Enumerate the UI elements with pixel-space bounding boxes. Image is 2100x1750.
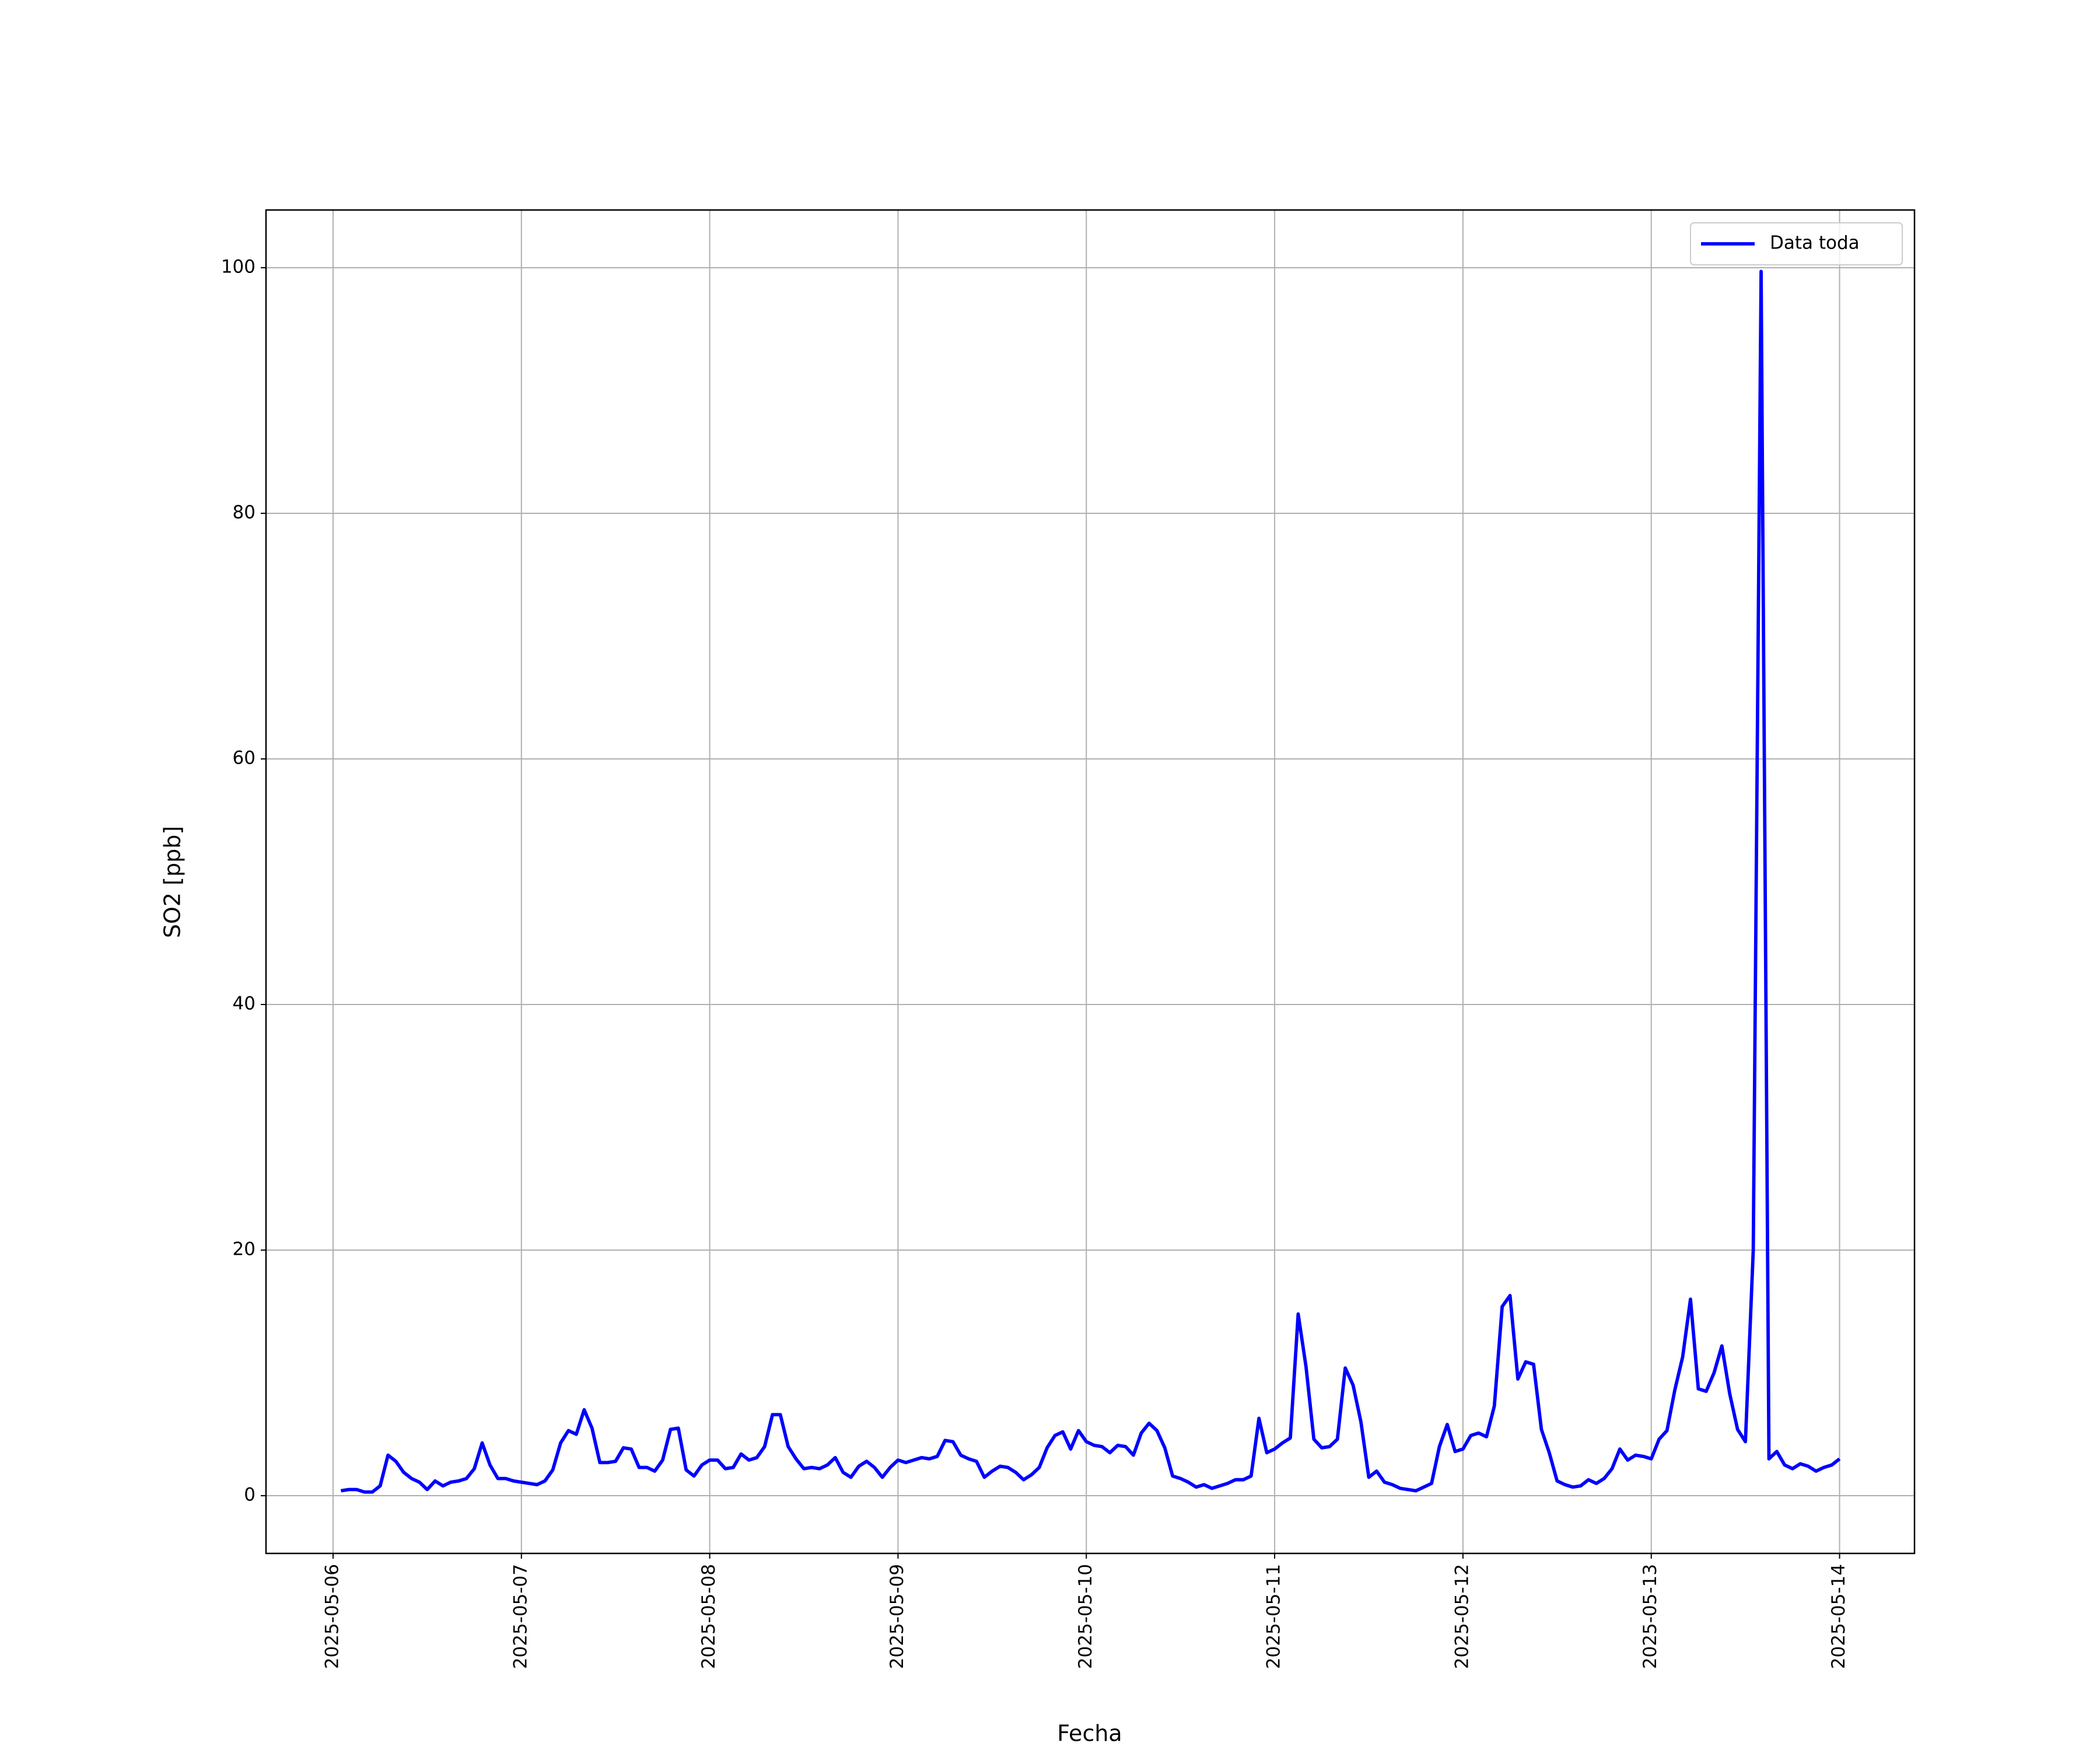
y-axis-label: SO2 [ppb]	[160, 826, 186, 938]
legend: Data toda	[1690, 222, 1903, 265]
x-tick-label: 2025-05-08	[698, 1564, 719, 1669]
axes-frame	[265, 209, 1916, 1555]
axes: 0 20 40 60 80 100 2025-05-06 2025-05-07 2025-05-…	[221, 256, 1849, 1669]
x-tick-label: 2025-05-09	[887, 1564, 908, 1669]
x-tick-label: 2025-05-10	[1075, 1564, 1096, 1669]
x-tick-label: 2025-05-07	[510, 1564, 531, 1669]
legend-label: Data toda	[1770, 233, 1860, 254]
x-tick-label: 2025-05-14	[1828, 1564, 1849, 1669]
legend-box	[1690, 222, 1903, 265]
x-tick-label: 2025-05-13	[1640, 1564, 1661, 1669]
y-tick-label: 40	[233, 993, 256, 1014]
y-tick-label: 0	[244, 1485, 256, 1506]
y-tick-label: 60	[233, 747, 256, 768]
x-tick-label: 2025-05-12	[1451, 1564, 1472, 1669]
grid	[266, 210, 1915, 1553]
x-tick-label: 2025-05-06	[322, 1564, 343, 1669]
data-line	[341, 270, 1841, 1494]
y-tick-label: 20	[233, 1239, 256, 1260]
y-tick-label: 100	[221, 256, 256, 277]
x-tick-label: 2025-05-11	[1264, 1564, 1284, 1669]
x-axis-label: Fecha	[1057, 1721, 1122, 1746]
plot-area	[341, 270, 1841, 1494]
y-tick-label: 80	[233, 502, 256, 523]
